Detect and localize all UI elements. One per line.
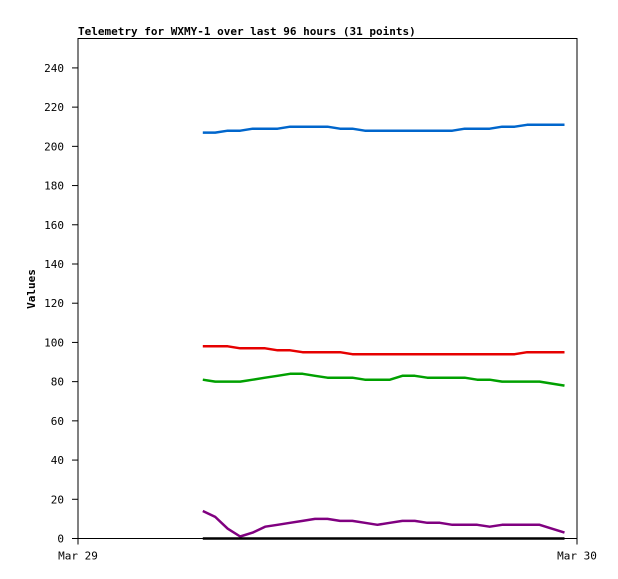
y-tick-label: 200 [44,140,64,153]
y-axis-label: Values [25,269,38,309]
y-tick-label: 100 [44,336,64,349]
y-tick-label: 40 [51,454,64,467]
y-tick-label: 20 [51,493,64,506]
y-axis-ticks: 0 20 40 60 80 100 120 140 160 180 200 220 240 [44,62,78,546]
y-tick-label: 220 [44,101,64,114]
series-lines [202,123,565,540]
x-tick-label: Mar 30 [557,550,597,563]
series-line-2 [202,345,565,356]
y-tick-label: 0 [57,533,64,546]
x-axis-ticks: Mar 29 Mar 30 [58,538,597,563]
series-line-4 [202,509,565,538]
y-tick-label: 120 [44,297,64,310]
x-tick-label: Mar 29 [58,550,98,563]
y-tick-label: 180 [44,180,64,193]
chart-title: Telemetry for WXMY-1 over last 96 hours … [78,25,416,38]
y-tick-label: 240 [44,62,64,75]
y-tick-label: 160 [44,219,64,232]
y-tick-label: 80 [51,376,64,389]
y-tick-label: 60 [51,415,64,428]
plot-frame [77,38,578,539]
series-line-1 [202,123,565,134]
y-tick-label: 140 [44,258,64,271]
series-line-3 [202,372,565,387]
